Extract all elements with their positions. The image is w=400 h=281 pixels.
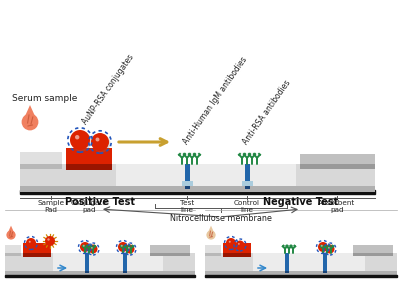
Circle shape [6,230,16,240]
Bar [116,164,296,186]
Text: Anti-Human IgM antibodies: Anti-Human IgM antibodies [182,55,249,146]
Bar [185,164,190,186]
Polygon shape [20,186,375,192]
Text: Nitrocellulose membrane: Nitrocellulose membrane [170,214,272,223]
Bar [223,243,251,253]
Circle shape [328,247,330,249]
Polygon shape [123,271,127,273]
Bar [5,245,21,253]
Bar [205,275,397,277]
Text: Positive Test: Positive Test [65,197,135,207]
Bar [323,253,327,271]
Polygon shape [353,253,393,256]
Bar [23,243,51,253]
Circle shape [75,135,79,139]
Circle shape [318,242,328,252]
Polygon shape [5,271,195,276]
Circle shape [236,241,244,250]
Text: Anti-RSA antibodies: Anti-RSA antibodies [242,78,293,146]
Polygon shape [245,186,250,189]
Polygon shape [285,271,289,273]
Bar [150,245,190,253]
Circle shape [126,244,134,253]
Circle shape [47,238,50,241]
Polygon shape [23,253,51,257]
Text: Test
line: Test line [180,200,194,213]
Polygon shape [150,253,190,256]
Bar [205,253,397,271]
Text: Conjugate
pad: Conjugate pad [70,200,108,213]
Text: AuNP-RSA conjugates: AuNP-RSA conjugates [81,53,136,126]
Circle shape [121,245,123,247]
Bar [20,164,375,186]
Polygon shape [185,186,190,189]
Circle shape [91,133,109,151]
Circle shape [238,243,240,245]
Bar [285,253,289,271]
Bar [205,245,221,253]
Text: Sample
Pad: Sample Pad [38,200,64,213]
Circle shape [118,242,128,252]
Circle shape [45,236,55,246]
Text: Negative Test: Negative Test [263,197,339,207]
Bar [20,152,62,164]
Circle shape [88,244,98,253]
Circle shape [26,238,36,248]
Circle shape [229,241,231,243]
Text: Control
line: Control line [234,200,260,213]
Bar [242,181,253,186]
Bar [123,253,127,271]
Bar [20,190,375,194]
Polygon shape [205,271,397,276]
Circle shape [72,132,92,151]
Circle shape [70,130,90,150]
Text: Serum sample: Serum sample [12,94,77,103]
Bar [253,253,365,271]
Circle shape [96,137,100,141]
Bar [5,253,195,271]
Text: Absorbent
pad: Absorbent pad [318,200,356,213]
Polygon shape [5,253,21,256]
Bar [300,154,375,164]
Polygon shape [205,253,221,256]
Circle shape [326,244,334,253]
Circle shape [91,247,93,249]
Bar [85,253,89,271]
Bar [5,275,195,277]
Bar [53,253,163,271]
Bar [245,164,250,186]
Circle shape [226,238,236,248]
Circle shape [128,247,130,249]
Polygon shape [85,271,89,273]
Polygon shape [207,226,215,235]
Circle shape [92,135,110,153]
Polygon shape [7,226,15,235]
Polygon shape [323,271,327,273]
Bar [182,181,193,186]
Circle shape [321,245,323,247]
Bar [353,245,393,253]
Circle shape [206,230,216,240]
Circle shape [29,241,31,243]
Circle shape [80,242,90,252]
Polygon shape [20,164,62,169]
Polygon shape [300,164,375,169]
Polygon shape [66,164,112,170]
Circle shape [83,245,85,247]
Polygon shape [22,105,38,122]
Circle shape [22,114,38,130]
Bar [66,148,112,164]
Polygon shape [223,253,251,257]
